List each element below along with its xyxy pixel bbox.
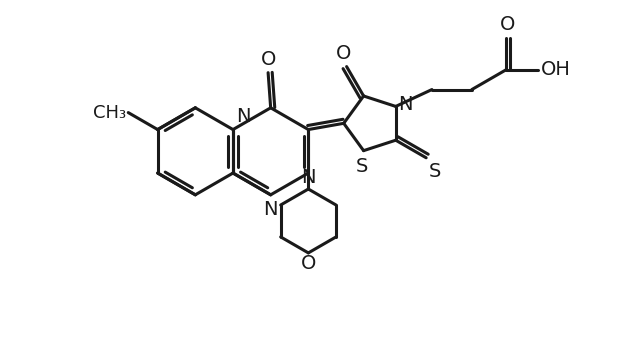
Text: O: O — [500, 15, 515, 34]
Text: O: O — [301, 254, 316, 273]
Text: N: N — [398, 95, 413, 114]
Text: S: S — [429, 162, 441, 181]
Text: N: N — [237, 107, 251, 126]
Text: S: S — [356, 157, 368, 176]
Text: N: N — [301, 168, 316, 188]
Text: CH₃: CH₃ — [93, 104, 125, 122]
Text: O: O — [337, 44, 352, 62]
Text: OH: OH — [541, 60, 571, 79]
Text: N: N — [264, 200, 278, 219]
Text: O: O — [260, 50, 276, 69]
